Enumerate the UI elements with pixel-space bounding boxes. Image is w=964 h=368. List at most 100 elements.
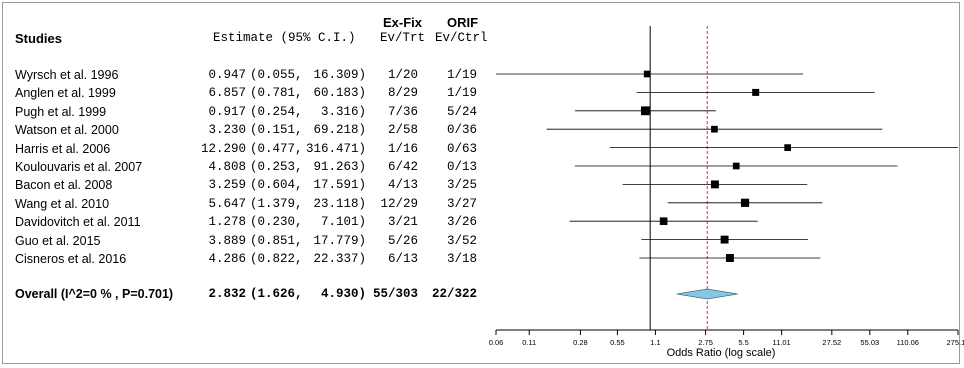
ci-upper: 60.183) <box>313 86 366 101</box>
orif-events: 22/322 <box>431 287 477 301</box>
estimate-square <box>711 125 718 133</box>
estimate-square <box>740 198 750 207</box>
exfix-events: 12/29 <box>380 196 418 211</box>
ci-upper: 17.779) <box>313 233 366 248</box>
estimate-value: 5.647 <box>208 196 246 211</box>
ci-upper: 316.471) <box>305 141 366 156</box>
orif-events: 0/13 <box>446 160 477 174</box>
ci-lower: (0.254, <box>250 104 303 119</box>
ci-upper: 17.591) <box>313 178 366 193</box>
study-name: Davidovitch et al. 2011 <box>15 215 141 230</box>
orif-events: 3/27 <box>446 196 477 211</box>
estimate-value: 12.290 <box>200 141 246 156</box>
estimate-value: 3.230 <box>208 123 246 138</box>
ci-upper: 4.930) <box>320 287 366 301</box>
study-name: Bacon et al. 2008 <box>15 178 113 193</box>
header-exfix-sub: Ev/Trt <box>380 31 426 45</box>
ci-upper: 23.118) <box>313 196 366 211</box>
estimate-value: 0.917 <box>208 104 246 119</box>
header-studies: Studies <box>15 31 62 46</box>
x-tick-label: 2.75 <box>698 338 713 347</box>
study-name: Cisneros et al. 2016 <box>15 252 127 266</box>
exfix-events: 4/13 <box>387 178 418 193</box>
x-tick-label: 5.5 <box>738 338 748 347</box>
study-name: Overall (I^2=0 % , P=0.701) <box>15 287 174 301</box>
exfix-events: 7/36 <box>387 104 418 119</box>
x-axis-label: Odds Ratio (log scale) <box>667 347 776 359</box>
x-tick-label: 0.06 <box>489 338 504 347</box>
ci-lower: (0.477, <box>250 141 303 156</box>
estimate-value: 1.278 <box>208 215 246 230</box>
ci-upper: 69.218) <box>313 123 366 138</box>
ci-lower: (0.230, <box>250 215 303 230</box>
ci-lower: (1.379, <box>250 196 303 211</box>
estimate-value: 2.832 <box>208 287 246 301</box>
exfix-events: 8/29 <box>387 86 418 101</box>
orif-events: 0/63 <box>446 141 477 156</box>
estimate-square <box>784 144 792 151</box>
orif-events: 1/19 <box>446 68 477 82</box>
exfix-events: 1/20 <box>387 68 418 82</box>
header-estimate: Estimate (95% C.I.) <box>213 31 356 45</box>
ci-lower: (0.253, <box>250 160 303 174</box>
ci-lower: (0.851, <box>250 233 303 248</box>
ci-upper: 7.101) <box>320 215 366 230</box>
estimate-value: 4.286 <box>208 252 246 266</box>
study-name: Guo et al. 2015 <box>15 233 101 248</box>
header-orif-sub: Ev/Ctrl <box>435 31 488 45</box>
exfix-events: 55/303 <box>372 287 418 301</box>
ci-upper: 91.263) <box>313 160 366 174</box>
orif-events: 5/24 <box>446 104 477 119</box>
x-tick-label: 110.06 <box>897 338 919 347</box>
ci-lower: (0.055, <box>250 68 303 82</box>
estimate-value: 6.857 <box>208 86 246 101</box>
x-tick-label: 1.1 <box>650 338 660 347</box>
study-name: Koulouvaris et al. 2007 <box>15 160 143 174</box>
estimate-square <box>732 162 740 170</box>
ci-lower: (0.151, <box>250 123 303 138</box>
estimate-square <box>641 106 650 116</box>
ci-upper: 22.337) <box>313 252 366 266</box>
ci-lower: (0.822, <box>250 252 303 266</box>
exfix-events: 2/58 <box>387 123 418 138</box>
x-tick-label: 0.55 <box>610 338 625 347</box>
ci-lower: (0.604, <box>250 178 303 193</box>
study-name: Watson et al. 2000 <box>15 123 119 138</box>
estimate-square <box>720 235 729 244</box>
study-name: Wang et al. 2010 <box>15 196 110 211</box>
study-name: Anglen et al. 1999 <box>15 86 116 101</box>
study-name: Pugh et al. 1999 <box>15 104 107 119</box>
estimate-value: 0.947 <box>208 68 246 82</box>
ci-upper: 16.309) <box>313 68 366 82</box>
exfix-events: 1/16 <box>387 141 418 156</box>
orif-events: 3/25 <box>446 178 477 193</box>
ci-upper: 3.316) <box>320 104 366 119</box>
estimate-square <box>725 254 734 262</box>
orif-events: 3/52 <box>446 233 477 248</box>
header-orif: ORIF <box>447 15 479 30</box>
study-name: Wyrsch et al. 1996 <box>15 68 119 82</box>
study-name: Harris et al. 2006 <box>15 141 111 156</box>
x-tick-label: 275.16 <box>947 338 964 347</box>
ci-lower: (0.781, <box>250 86 303 101</box>
orif-events: 0/36 <box>446 123 477 138</box>
orif-events: 3/18 <box>446 252 477 266</box>
orif-events: 3/26 <box>446 215 477 230</box>
exfix-events: 6/42 <box>387 160 418 174</box>
ci-lower: (1.626, <box>250 287 303 301</box>
estimate-square <box>752 88 760 96</box>
chart-frame <box>2 2 960 364</box>
estimate-square <box>659 217 668 225</box>
exfix-events: 6/13 <box>387 252 418 266</box>
estimate-square <box>643 70 651 78</box>
x-tick-label: 0.28 <box>573 338 588 347</box>
overall-diamond <box>676 288 738 300</box>
estimate-value: 3.889 <box>208 233 246 248</box>
header-exfix: Ex-Fix <box>383 15 423 30</box>
x-tick-label: 27.52 <box>822 338 841 347</box>
exfix-events: 5/26 <box>387 233 418 248</box>
exfix-events: 3/21 <box>387 215 418 230</box>
orif-events: 1/19 <box>446 86 477 101</box>
x-tick-label: 0.11 <box>522 338 536 347</box>
